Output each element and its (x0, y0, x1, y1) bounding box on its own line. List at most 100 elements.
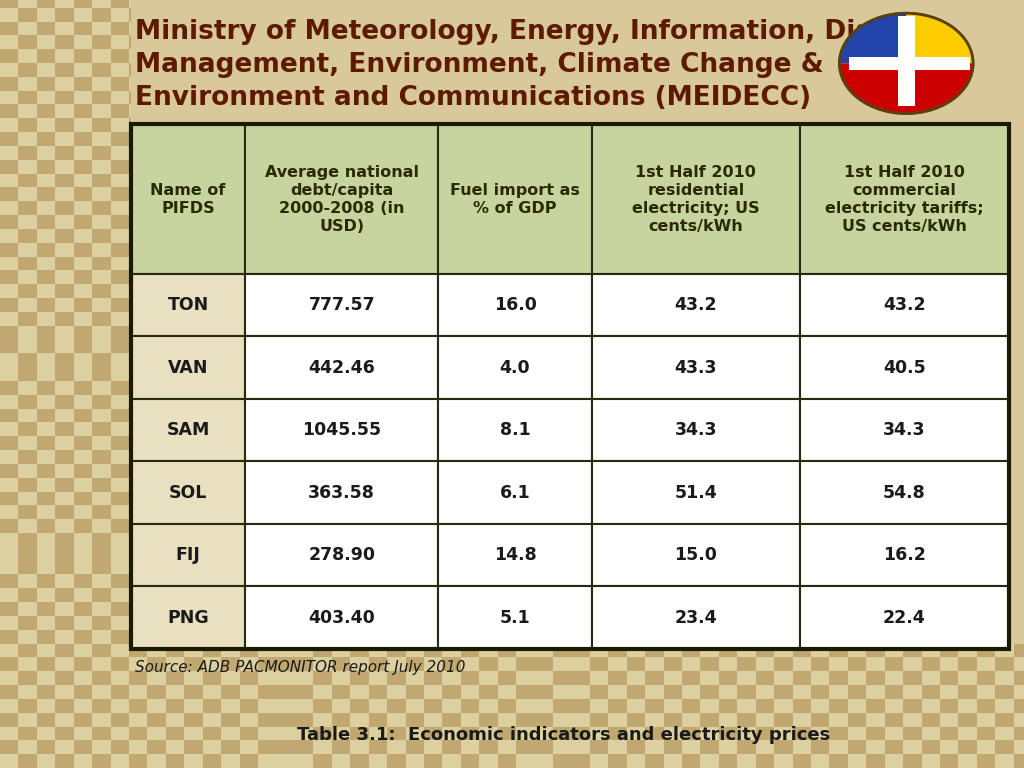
Bar (903, 685, 922, 699)
Bar (1014, 671, 1024, 685)
Bar (111, 91, 129, 104)
Bar (387, 657, 406, 671)
Bar (535, 727, 553, 740)
Bar (240, 727, 258, 740)
Bar (37, 685, 55, 699)
Bar (55, 492, 74, 505)
Text: 6.1: 6.1 (500, 484, 530, 502)
Bar (406, 685, 424, 699)
Bar (995, 644, 1014, 657)
Bar (55, 284, 74, 298)
Bar (848, 699, 866, 713)
Bar (903, 657, 922, 671)
Bar (940, 671, 958, 685)
Bar (793, 699, 811, 713)
Bar (719, 727, 737, 740)
Bar (129, 561, 147, 574)
Bar (645, 699, 664, 713)
Bar (111, 49, 129, 63)
Bar (129, 104, 147, 118)
Bar (0, 671, 18, 685)
Bar (590, 740, 608, 754)
Bar (0, 740, 18, 754)
Bar (92, 160, 111, 174)
Text: 363.58: 363.58 (308, 484, 375, 502)
Bar (369, 740, 387, 754)
Bar (719, 671, 737, 685)
Bar (55, 727, 74, 740)
Bar (276, 644, 295, 657)
Bar (55, 713, 74, 727)
Bar (111, 602, 129, 616)
Bar (332, 740, 350, 754)
Bar (111, 187, 129, 201)
Bar (885, 644, 903, 657)
Bar (461, 713, 479, 727)
Bar (129, 450, 147, 464)
Bar (111, 284, 129, 298)
Bar (18, 685, 37, 699)
Bar (18, 229, 37, 243)
Bar (92, 685, 111, 699)
Bar (0, 104, 18, 118)
Bar (866, 685, 885, 699)
Text: 54.8: 54.8 (883, 484, 926, 502)
Bar (92, 436, 111, 450)
Bar (111, 685, 129, 699)
Bar (664, 657, 682, 671)
Bar (18, 284, 37, 298)
Wedge shape (840, 13, 906, 64)
Bar (129, 422, 147, 436)
Bar (848, 713, 866, 727)
Bar (37, 77, 55, 91)
Bar (111, 312, 129, 326)
Bar (92, 326, 111, 339)
Bar (129, 671, 147, 685)
Bar (258, 685, 276, 699)
Bar (0, 22, 18, 35)
Bar (442, 740, 461, 754)
Bar (55, 699, 74, 713)
Bar (111, 505, 129, 519)
Bar (37, 450, 55, 464)
Bar (74, 699, 92, 713)
Bar (111, 436, 129, 450)
Bar (55, 35, 74, 49)
Bar (0, 35, 18, 49)
Bar (756, 699, 774, 713)
Bar (55, 657, 74, 671)
Bar (92, 118, 111, 132)
Bar (774, 754, 793, 768)
Bar (18, 740, 37, 754)
Bar (18, 713, 37, 727)
Bar (0, 215, 18, 229)
Bar (592, 399, 800, 462)
Bar (719, 685, 737, 699)
Bar (74, 464, 92, 478)
Bar (111, 450, 129, 464)
Bar (129, 270, 147, 284)
Bar (203, 685, 221, 699)
Bar (571, 727, 590, 740)
Bar (793, 727, 811, 740)
Bar (369, 727, 387, 740)
Bar (184, 657, 203, 671)
Bar (92, 35, 111, 49)
Bar (111, 409, 129, 422)
Bar (0, 229, 18, 243)
Bar (0, 713, 18, 727)
Bar (406, 740, 424, 754)
Bar (940, 740, 958, 754)
Bar (553, 657, 571, 671)
Text: 1st Half 2010
residential
electricity; US
cents/kWh: 1st Half 2010 residential electricity; U… (632, 164, 760, 233)
Bar (129, 644, 147, 657)
Bar (369, 754, 387, 768)
Bar (92, 533, 111, 547)
Bar (92, 409, 111, 422)
Bar (147, 699, 166, 713)
Bar (516, 740, 535, 754)
Bar (18, 436, 37, 450)
Bar (129, 671, 147, 685)
Bar (850, 57, 970, 70)
Bar (922, 671, 940, 685)
